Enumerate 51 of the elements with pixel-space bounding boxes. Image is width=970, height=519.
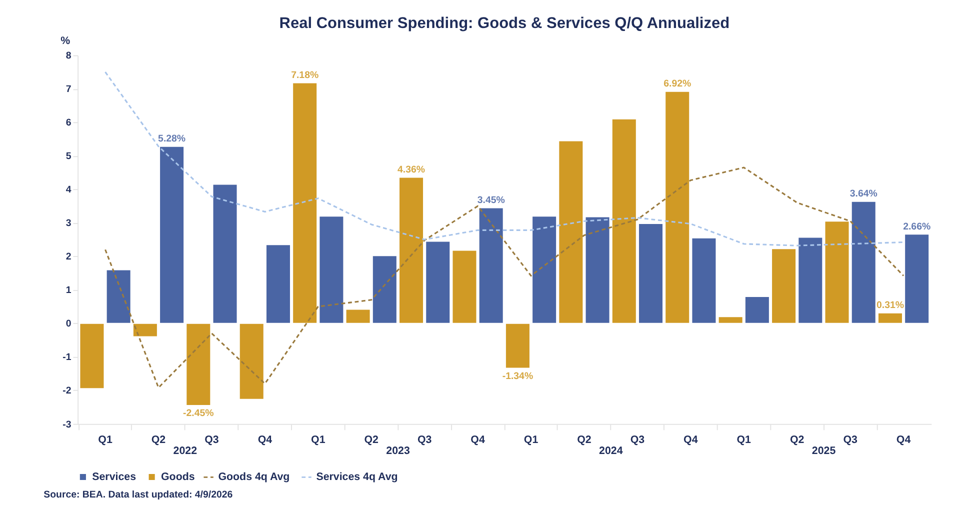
- line-series: [104, 166, 904, 388]
- x-tick-label: Q1: [736, 434, 752, 446]
- y-axis-title: %: [60, 35, 71, 48]
- x-tick-label: Q3: [630, 434, 645, 446]
- data-label: 4.36%: [398, 164, 426, 176]
- x-tick-label: Q2: [577, 434, 592, 446]
- x-tick-label: Q4: [684, 434, 698, 446]
- data-label: 3.45%: [477, 194, 506, 206]
- y-tick-label: 2: [66, 252, 72, 263]
- x-tick-label: Q3: [843, 434, 858, 446]
- chart-title: Real Consumer Spending: Goods & Services Q/Q Annualized: [279, 15, 730, 32]
- y-tick-label: 7: [66, 84, 72, 96]
- data-label: 0.31%: [876, 300, 904, 312]
- data-label: -1.34%: [502, 370, 534, 382]
- data-label: 2.66%: [903, 221, 931, 232]
- data-label: -2.45%: [183, 408, 214, 420]
- y-tick-label: 5: [66, 151, 72, 162]
- x-tick-label: Q4: [470, 434, 485, 446]
- data-label: 3.64%: [850, 188, 878, 200]
- x-tick-label: Q3: [417, 434, 432, 446]
- line-series: [104, 71, 904, 246]
- source-note: Source: BEA. Data last updated: 4/9/2026: [44, 490, 234, 501]
- data-label: 6.92%: [664, 78, 692, 90]
- x-tick-label: Q2: [151, 434, 166, 446]
- text: 2022: [173, 444, 198, 457]
- x-tick-label: Q1: [311, 434, 326, 446]
- text: 2025: [812, 444, 836, 457]
- legend-label: Goods 4q Avg: [218, 471, 290, 484]
- x-tick-label: Q1: [524, 434, 538, 446]
- text: 2024: [599, 444, 623, 457]
- y-tick-label: 6: [66, 118, 72, 129]
- y-tick-label: 0: [66, 318, 72, 330]
- x-tick-label: Q4: [258, 434, 272, 446]
- x-tick-label: Q1: [98, 434, 112, 446]
- y-tick-label: -3: [62, 419, 72, 430]
- x-tick-label: Q2: [364, 434, 379, 446]
- text: 2023: [386, 444, 410, 457]
- x-tick-label: Q4: [896, 434, 911, 446]
- x-tick-label: Q2: [790, 434, 804, 446]
- data-label: 7.18%: [291, 70, 319, 81]
- y-tick-label: 8: [66, 50, 72, 62]
- legend-label: Services 4q Avg: [316, 471, 398, 484]
- x-tick-label: Q3: [204, 434, 219, 446]
- legend-label: Goods: [161, 470, 195, 483]
- y-tick-label: 1: [66, 285, 72, 296]
- data-label: 5.28%: [158, 134, 186, 145]
- legend-label: Services: [92, 470, 136, 483]
- y-tick-label: 3: [66, 218, 72, 230]
- y-tick-label: 4: [66, 184, 72, 196]
- y-tick-label: -1: [62, 352, 72, 364]
- y-tick-label: -2: [62, 386, 72, 397]
